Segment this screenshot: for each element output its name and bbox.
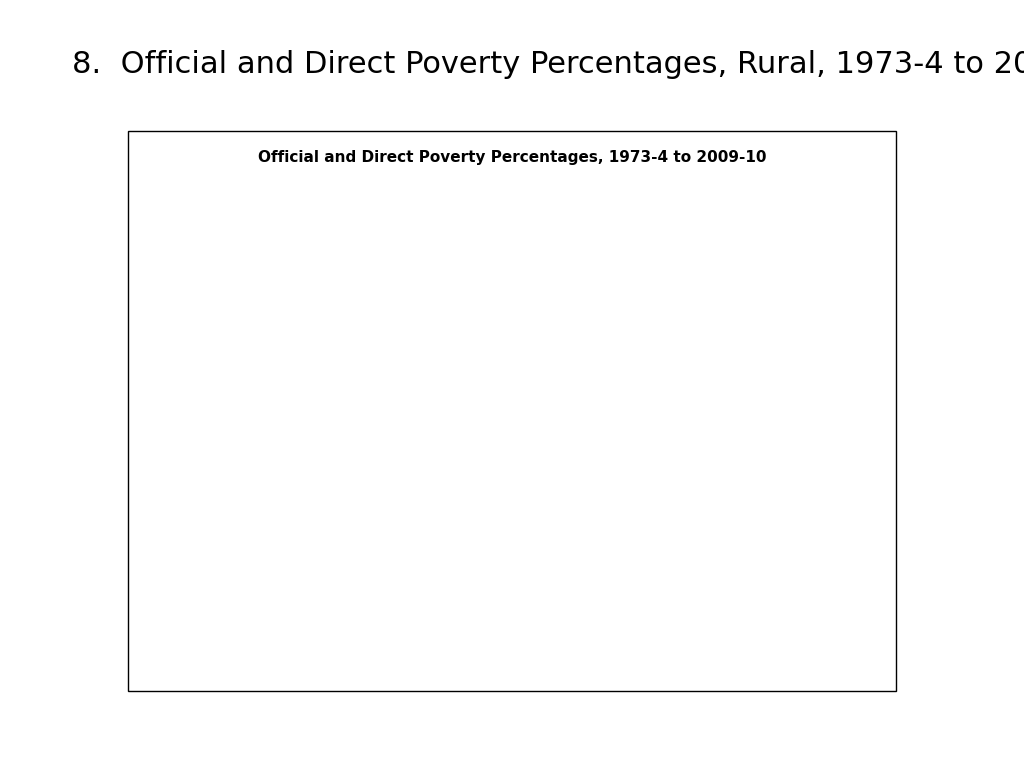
Legend: Official Poverty %, Direct Poverty %: Official Poverty %, Direct Poverty % — [346, 649, 698, 680]
Text: 8.  Official and Direct Poverty Percentages, Rural, 1973-4 to 2009-10: 8. Official and Direct Poverty Percentag… — [72, 50, 1024, 79]
Text: Official and Direct Poverty Percentages, 1973-4 to 2009-10: Official and Direct Poverty Percentages,… — [258, 150, 766, 165]
